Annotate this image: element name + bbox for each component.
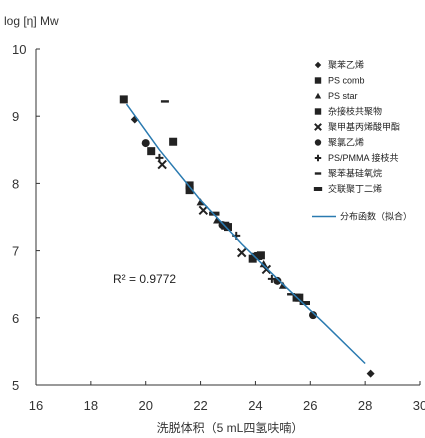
- data-point: [185, 181, 194, 190]
- data-point: [256, 251, 265, 260]
- data-point: [185, 186, 194, 195]
- fit-line-group: [125, 103, 366, 365]
- legend-label: 聚苯基硅氧烷: [328, 168, 382, 179]
- legend-marker: [314, 172, 322, 175]
- data-point: [299, 301, 310, 306]
- legend-label: 杂接枝共聚物: [328, 106, 382, 117]
- x-tick-label: 16: [29, 398, 43, 413]
- data-point: [213, 216, 222, 224]
- x-axis-label: 洗脱体积（5 mL四氢呋喃）: [157, 420, 304, 435]
- data-point: [209, 211, 220, 216]
- data-point: [267, 274, 276, 283]
- y-tick-label: 7: [12, 244, 19, 259]
- legend-marker: [314, 77, 322, 84]
- y-tick-label: 10: [12, 42, 26, 57]
- data-point: [147, 147, 156, 156]
- data-point: [218, 221, 227, 230]
- legend-marker: [314, 108, 322, 115]
- data-point: [141, 139, 150, 148]
- legend-label: PS comb: [328, 76, 365, 86]
- y-tick-label: 9: [12, 109, 19, 124]
- data-point: [248, 254, 257, 263]
- r-squared-annotation: R² = 0.9772: [113, 272, 176, 286]
- legend-label: PS/PMMA 接枝共: [328, 152, 399, 163]
- data-point: [251, 252, 260, 256]
- x-tick-label: 24: [248, 398, 262, 413]
- legend-label: PS star: [328, 91, 358, 101]
- data-point: [309, 311, 318, 320]
- legend-marker: [314, 154, 322, 162]
- legend-label: 聚甲基丙烯酸甲酯: [328, 121, 400, 132]
- y-axis-label: log [η] Mw: [4, 14, 59, 28]
- axis-ticks: 16 18 20 22 24 26 28 30 5 6 7 8 9 10: [12, 42, 425, 413]
- y-tick-label: 6: [12, 311, 19, 326]
- y-tick-label: 5: [12, 378, 19, 393]
- legend-marker: [314, 61, 322, 69]
- legend-marker: [314, 139, 322, 146]
- x-tick-label: 18: [84, 398, 98, 413]
- x-tick-label: 30: [413, 398, 425, 413]
- legend-label: 交联聚丁二烯: [328, 183, 382, 194]
- y-tick-label: 8: [12, 176, 19, 191]
- data-point: [196, 198, 205, 206]
- legend-label-fit: 分布函数（拟合）: [340, 211, 412, 222]
- x-tick-label: 22: [193, 398, 207, 413]
- legend-label: 聚苯乙烯: [328, 59, 364, 70]
- data-point: [366, 369, 375, 378]
- legend-marker: [314, 123, 322, 131]
- data-point: [157, 159, 167, 170]
- data-point: [160, 100, 169, 103]
- fit-line: [125, 103, 366, 365]
- legend-marker: [314, 92, 322, 99]
- data-point: [287, 293, 296, 296]
- x-tick-label: 20: [138, 398, 152, 413]
- data-point: [261, 264, 272, 275]
- legend-marker: [313, 187, 323, 191]
- data-point: [259, 260, 268, 268]
- data-point: [119, 95, 128, 104]
- data-point: [155, 153, 164, 162]
- x-tick-label: 26: [303, 398, 317, 413]
- data-point: [237, 247, 247, 258]
- x-tick-label: 28: [358, 398, 372, 413]
- legend-label: 聚氯乙烯: [328, 137, 364, 148]
- data-point: [198, 205, 209, 215]
- data-point: [169, 137, 178, 146]
